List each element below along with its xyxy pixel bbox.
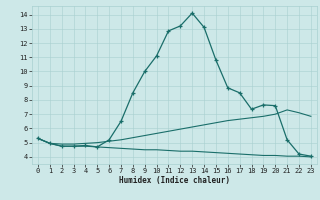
X-axis label: Humidex (Indice chaleur): Humidex (Indice chaleur) (119, 176, 230, 185)
